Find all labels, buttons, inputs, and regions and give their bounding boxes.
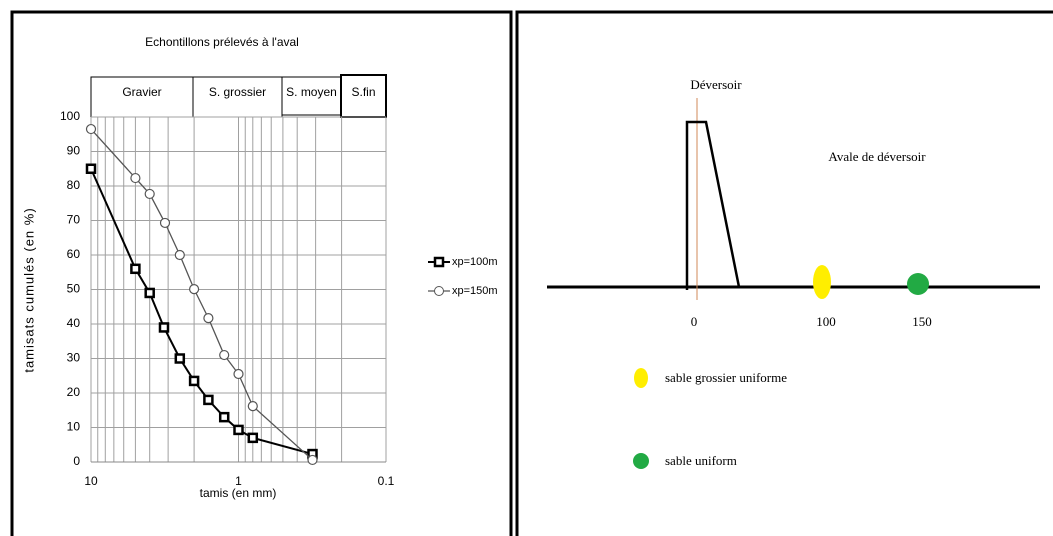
x-tick-label: 1 [235, 474, 242, 488]
point [249, 434, 257, 442]
point [220, 413, 228, 421]
legend-marker [435, 258, 443, 266]
weir [687, 122, 739, 290]
y-tick-label: 80 [67, 178, 81, 192]
diagram: Déversoir Avale de déversoir 0 100 150 s… [547, 77, 1040, 469]
point [220, 351, 229, 360]
point [87, 165, 95, 173]
weir-label: Déversoir [690, 77, 742, 92]
y-tick-label: 60 [67, 247, 81, 261]
x-axis-label: tamis (en mm) [200, 486, 277, 500]
yellow-sample [813, 265, 831, 299]
y-tick-label: 100 [60, 109, 80, 123]
band-label: S.fin [351, 85, 375, 99]
band-label: Gravier [122, 85, 161, 99]
y-tick-label: 20 [67, 385, 81, 399]
chart-title: Echontillons prélevés à l'aval [145, 35, 299, 49]
legend-marker [633, 453, 649, 469]
legend-label: xp=100m [452, 256, 498, 268]
downstream-label: Avale de déversoir [828, 149, 926, 164]
band-label: S. moyen [286, 85, 337, 99]
series-line [91, 129, 312, 460]
point [248, 402, 257, 411]
y-tick-label: 90 [67, 144, 81, 158]
point [175, 251, 184, 260]
point [87, 125, 96, 134]
x-tick-label: 10 [84, 474, 98, 488]
position-label: 0 [691, 314, 698, 329]
y-axis-label: tamisats cumulés (en %) [21, 207, 36, 372]
point [145, 189, 154, 198]
point [190, 285, 199, 294]
legend-label: xp=150m [452, 285, 498, 297]
legend-label: sable uniform [665, 453, 737, 468]
point [308, 455, 317, 464]
y-tick-label: 30 [67, 351, 81, 365]
x-tick-label: 0.1 [378, 474, 395, 488]
page: Echontillons prélevés à l'aval tamis (en… [0, 0, 1053, 536]
series-line [91, 169, 312, 454]
green-sample [907, 273, 929, 295]
legend-marker [435, 287, 444, 296]
point [235, 426, 243, 434]
chart: Gravier S. grossier S. moyen S.fin 0 10 20 30 40… [60, 75, 498, 488]
point [204, 396, 212, 404]
band-label: S. grossier [209, 85, 266, 99]
point [160, 323, 168, 331]
point [190, 377, 198, 385]
right-frame [517, 12, 1053, 536]
y-tick-label: 40 [67, 316, 81, 330]
y-tick-label: 0 [73, 454, 80, 468]
legend-marker [634, 368, 648, 388]
point [146, 289, 154, 297]
point [160, 218, 169, 227]
y-tick-label: 10 [67, 420, 81, 434]
point [234, 370, 243, 379]
y-tick-label: 70 [67, 213, 81, 227]
position-label: 100 [816, 314, 836, 329]
position-label: 150 [912, 314, 932, 329]
y-tick-label: 50 [67, 282, 81, 296]
point [131, 265, 139, 273]
point [176, 355, 184, 363]
point [204, 314, 213, 323]
point [131, 174, 140, 183]
legend-label: sable grossier uniforme [665, 370, 787, 385]
